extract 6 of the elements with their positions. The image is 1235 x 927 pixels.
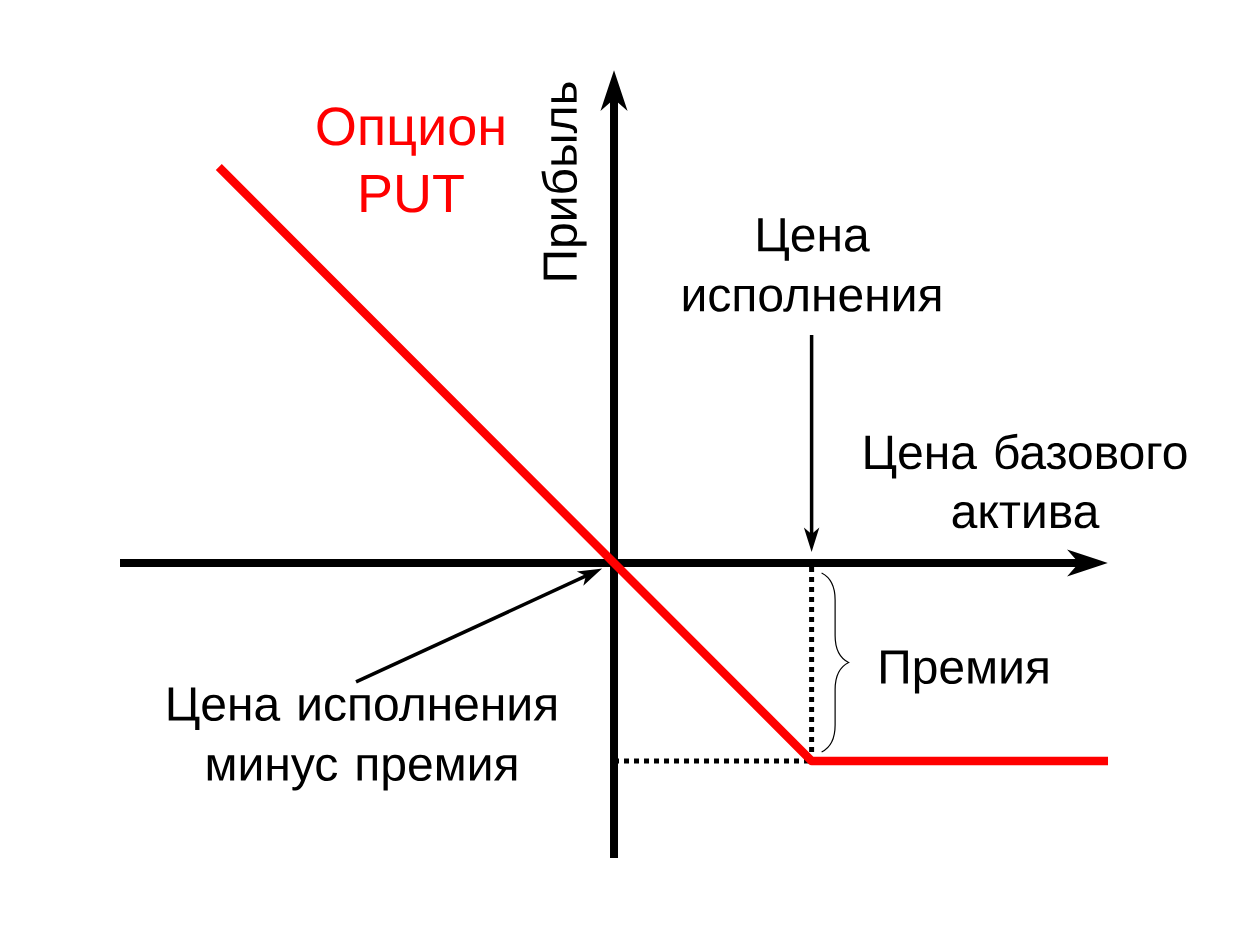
y-axis-title: Прибыль: [541, 82, 587, 280]
annotation: Премия: [881, 650, 1048, 694]
series-label: Опцион PUT: [317, 107, 504, 213]
annotation: Цена исполнения: [683, 218, 941, 312]
x-axis-title: Цена базового актива: [865, 433, 1187, 529]
annotation: Цена исполнения минус премия: [168, 687, 556, 791]
